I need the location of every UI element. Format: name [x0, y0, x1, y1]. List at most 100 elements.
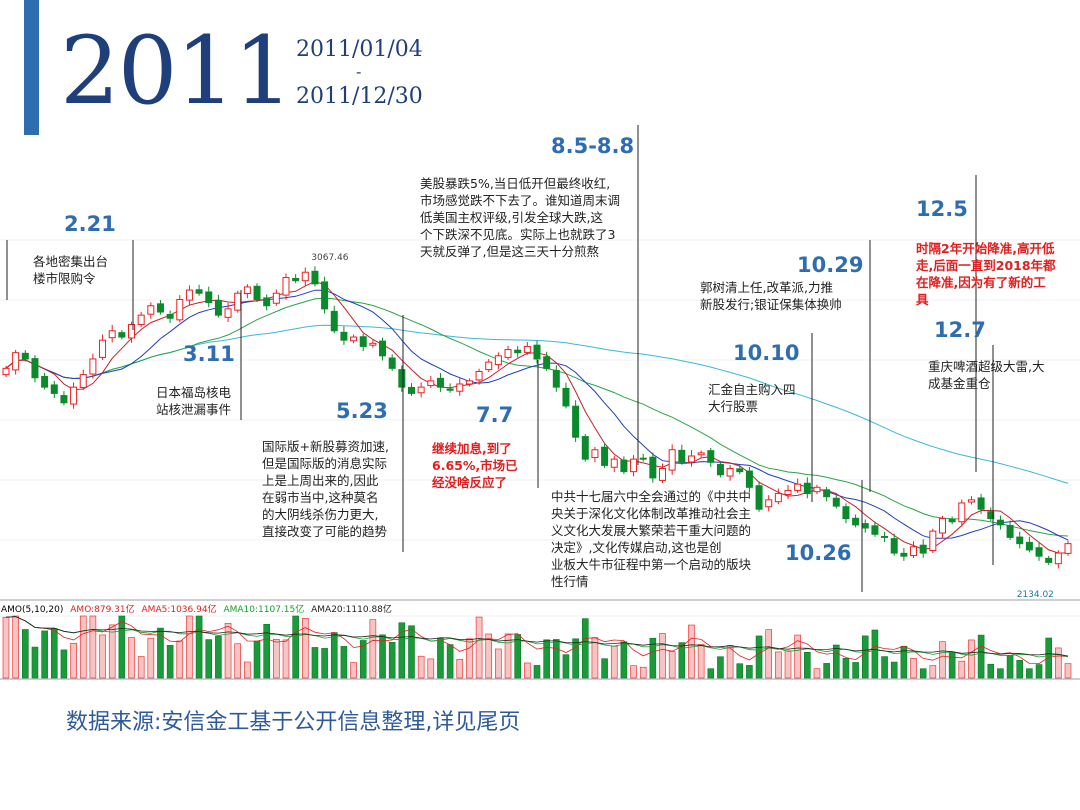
candle-body: [60, 395, 68, 404]
volume-bar: [31, 646, 39, 679]
volume-bar: [176, 640, 184, 679]
candle: [156, 300, 164, 315]
candle-body: [668, 449, 676, 471]
volume-bars: [2, 615, 1072, 679]
candle: [765, 495, 773, 512]
volume-bar: [832, 644, 840, 679]
candle: [311, 266, 319, 287]
candle-body: [523, 345, 531, 353]
candle: [359, 333, 367, 352]
volume-legend: AMO(5,10,20) AMO:879.31亿 AMA5:1036.94亿 A…: [1, 602, 396, 615]
candle: [697, 450, 705, 458]
candle-body: [272, 292, 280, 304]
candle: [166, 310, 174, 323]
candle: [456, 378, 464, 396]
candle: [996, 515, 1004, 530]
candle-body: [301, 271, 309, 282]
volume-bar: [273, 639, 280, 679]
candle: [214, 294, 222, 318]
candle-body: [282, 277, 290, 296]
candle: [813, 484, 821, 495]
annotation-date-0523: 5.23: [336, 399, 388, 423]
candle: [137, 312, 145, 328]
volume-bar: [910, 657, 917, 679]
annotation-date-1205: 12.5: [916, 197, 968, 221]
volume-bar: [504, 633, 512, 679]
candle: [118, 330, 126, 340]
candle: [417, 382, 425, 398]
volume-bar: [495, 648, 502, 679]
candle-body: [610, 458, 618, 468]
volume-bar: [591, 637, 599, 679]
candle-body: [996, 519, 1004, 526]
volume-bar: [572, 638, 579, 679]
volume-bar: [639, 666, 647, 679]
candle: [716, 461, 724, 478]
annotation-line: 重庆啤酒超级大雷,大: [928, 359, 1045, 374]
candle: [50, 380, 58, 399]
candle: [794, 478, 802, 493]
annotation-line: 决定》,文化传媒启动,这也是创: [551, 540, 722, 555]
candle-body: [350, 336, 358, 342]
volume-bar: [804, 652, 811, 679]
candle-body: [755, 485, 763, 510]
annotation-date-1026: 10.26: [785, 541, 852, 565]
volume-bar: [842, 658, 850, 679]
candle: [745, 466, 753, 492]
candle: [224, 302, 232, 323]
volume-bar: [948, 651, 956, 679]
volume-bar: [707, 668, 715, 679]
volume-bar: [41, 630, 48, 679]
candle-body: [514, 349, 522, 354]
candle: [407, 383, 415, 396]
annotation-line: 中共十七届六中全会通过的《中共中: [551, 489, 752, 504]
candle-body: [330, 310, 338, 332]
annotation-line: 低美国主权评级,引发全球大跌,这: [420, 210, 603, 225]
candle: [2, 365, 10, 378]
annotation-line: 业板大牛市征程中第一个启动的版块: [551, 557, 752, 572]
candle: [234, 290, 242, 313]
candle: [967, 496, 975, 505]
candle: [475, 368, 483, 385]
candle: [388, 354, 396, 371]
volume-bar: [581, 618, 589, 679]
candle-body: [581, 436, 589, 460]
candle: [900, 548, 908, 561]
candle-body: [147, 305, 155, 315]
end-date: 2011/12/30: [296, 84, 423, 109]
volume-bar: [630, 665, 637, 679]
candle: [1045, 555, 1053, 565]
candle: [649, 452, 657, 483]
candle: [436, 373, 444, 392]
candle-body: [2, 367, 10, 376]
candle: [1025, 536, 1033, 553]
candle: [41, 372, 49, 390]
candle-body: [707, 450, 715, 463]
candle-body: [70, 386, 78, 405]
volume-bar: [553, 639, 560, 679]
volume-bar: [746, 665, 753, 679]
candle-body: [861, 523, 869, 529]
candle: [369, 340, 377, 348]
candle: [784, 485, 792, 500]
candle-body: [977, 497, 985, 510]
candle: [707, 447, 715, 467]
candle: [12, 349, 20, 375]
volume-bar: [108, 624, 116, 679]
volume-bar: [99, 634, 106, 679]
candle: [929, 528, 937, 554]
volume-bar: [301, 618, 309, 679]
volume-bar: [890, 661, 898, 679]
volume-bar: [524, 662, 531, 679]
candle: [668, 444, 676, 475]
candle-body: [475, 370, 483, 381]
annotation-line: 天就反弹了,但是这三天十分煎熬: [420, 244, 599, 259]
volume-bar: [118, 615, 126, 679]
annotation-line: 具: [916, 292, 929, 307]
volume-bar: [147, 637, 155, 679]
candle-body: [1025, 541, 1033, 551]
candle: [446, 383, 454, 393]
candle-body: [948, 519, 956, 523]
candle: [881, 531, 889, 543]
volume-bar: [137, 656, 145, 679]
